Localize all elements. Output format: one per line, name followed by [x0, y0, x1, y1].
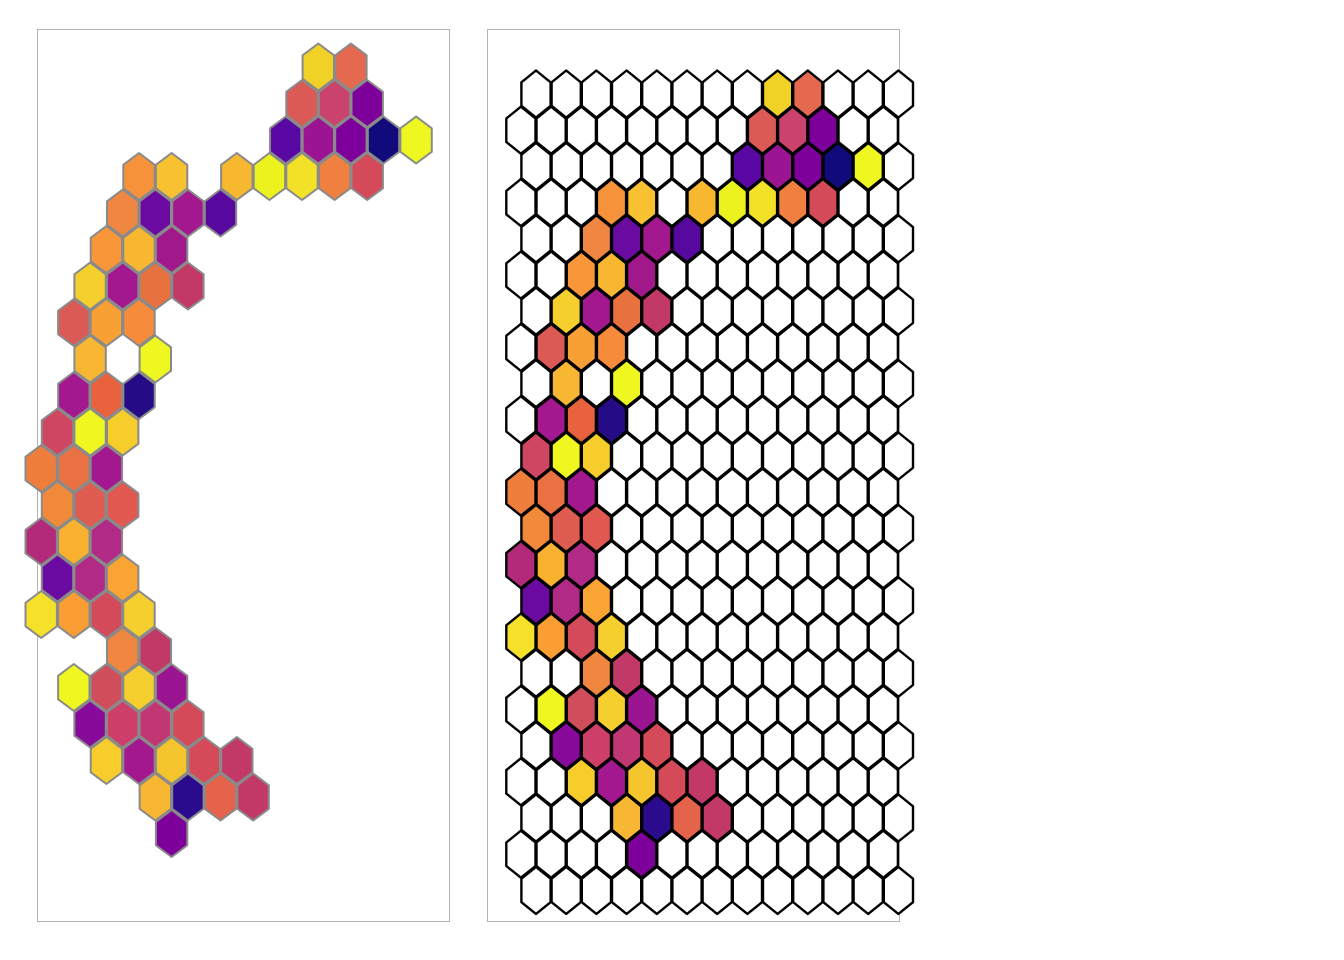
hex-cell-filled	[89, 590, 124, 639]
hex-cell-empty	[731, 865, 764, 916]
hex-cell-filled	[171, 261, 205, 311]
hex-cell-filled	[350, 152, 384, 201]
hex-cell-filled	[73, 480, 107, 530]
hex-cell-filled	[24, 444, 58, 493]
hex-cell-filled	[122, 225, 156, 274]
hex-cell-filled	[334, 115, 368, 165]
hex-cell-filled	[89, 517, 124, 566]
hex-cell-filled	[252, 152, 287, 201]
hex-cell-filled	[122, 371, 156, 420]
hex-cell-empty	[610, 865, 643, 916]
hex-cell-filled	[122, 590, 156, 639]
hex-cell-filled	[24, 590, 58, 639]
hex-cell-filled	[89, 371, 124, 420]
hex-cell-filled	[57, 663, 91, 712]
hex-cell-filled	[73, 553, 107, 603]
hex-cell-filled	[106, 626, 140, 676]
hex-cell-empty	[822, 865, 854, 916]
hex-cell-empty	[640, 865, 673, 916]
hex-cell-filled	[220, 736, 254, 785]
hex-cell-filled	[236, 772, 270, 822]
hex-cell-filled	[89, 444, 124, 493]
hex-map-panel-grid	[487, 29, 915, 922]
hex-cell-filled	[73, 261, 107, 311]
hex-cell-empty	[761, 865, 794, 916]
hex-cell-empty	[792, 865, 824, 916]
hex-cell-filled	[138, 188, 172, 238]
hex-cell-empty	[701, 865, 734, 916]
hex-cell-filled	[24, 517, 58, 566]
hex-map-full-grid	[505, 69, 915, 916]
hex-cell-filled	[89, 663, 124, 712]
hex-cell-empty	[580, 865, 613, 916]
hex-cell-empty	[671, 865, 703, 916]
hex-cell-filled	[301, 115, 335, 165]
hex-cell-filled	[154, 736, 189, 785]
hex-cell-filled	[138, 334, 172, 384]
hex-cell-filled	[269, 115, 303, 165]
hex-cell-filled	[317, 152, 352, 201]
hex-cell-filled	[317, 79, 352, 128]
hex-cell-filled	[154, 809, 189, 858]
hex-cell-filled	[57, 444, 91, 493]
hex-cell-filled	[399, 115, 433, 165]
hex-cell-filled	[57, 298, 91, 347]
hex-cell-filled	[285, 79, 319, 128]
hex-cell-filled	[40, 407, 75, 457]
hex-cell-filled	[73, 334, 107, 384]
hex-cell-filled	[350, 79, 384, 128]
hex-cell-filled	[106, 407, 140, 457]
hex-cell-filled	[89, 225, 124, 274]
hex-cell-filled	[73, 699, 107, 749]
hex-cell-filled	[89, 298, 124, 347]
hex-cell-filled	[154, 152, 189, 201]
hex-cell-filled	[122, 663, 156, 712]
hex-cell-filled	[73, 407, 107, 457]
hex-cell-filled	[106, 480, 140, 530]
hex-cell-filled	[285, 152, 319, 201]
hex-cell-filled	[106, 261, 140, 311]
hex-cell-filled	[154, 663, 189, 712]
hex-cell-filled	[203, 772, 238, 822]
hex-cell-filled	[187, 736, 221, 785]
hex-cell-filled	[138, 626, 172, 676]
hex-cell-filled	[106, 553, 140, 603]
hex-cell-empty	[882, 865, 915, 916]
hex-cell-filled	[366, 115, 401, 165]
hex-map-filled-cells	[24, 42, 433, 858]
hex-cell-filled	[138, 261, 172, 311]
hex-cell-filled	[122, 736, 156, 785]
hex-cell-filled	[334, 42, 368, 92]
hex-cell-filled	[138, 772, 172, 822]
hex-cell-filled	[122, 152, 156, 201]
hex-cell-empty	[550, 865, 583, 916]
hex-cell-filled	[89, 736, 124, 785]
hex-cell-filled	[154, 225, 189, 274]
hex-cell-filled	[171, 188, 205, 238]
hex-cell-filled	[301, 42, 335, 92]
hex-cell-filled	[122, 298, 156, 347]
hex-cell-filled	[57, 590, 91, 639]
hex-cell-filled	[171, 772, 205, 822]
hex-cell-filled	[220, 152, 254, 201]
hex-cell-filled	[57, 517, 91, 566]
hex-cell-filled	[203, 188, 238, 238]
hex-cell-filled	[40, 553, 75, 603]
hex-map-panel-filled	[24, 29, 450, 922]
hex-cell-filled	[106, 188, 140, 238]
hex-cell-filled	[106, 699, 140, 749]
hex-cell-filled	[171, 699, 205, 749]
hex-cell-filled	[40, 480, 75, 530]
hex-cell-filled	[138, 699, 172, 749]
hex-cell-filled	[57, 371, 91, 420]
hex-cell-empty	[852, 865, 884, 916]
hex-cell-empty	[520, 865, 552, 916]
